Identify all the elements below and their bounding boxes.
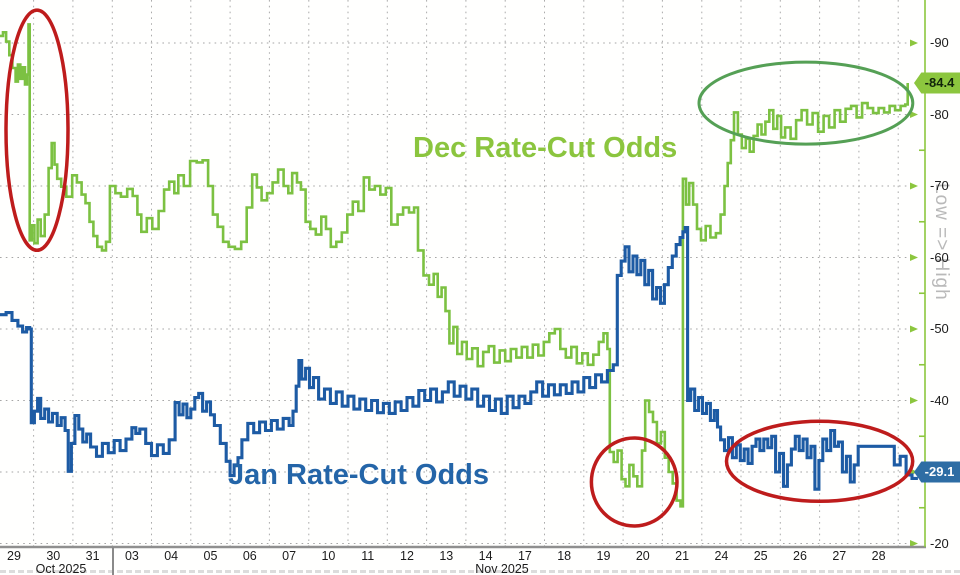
annotation-ellipse-oct-29-spike-circle xyxy=(4,8,70,253)
last-value-badge-dec: -84.4 xyxy=(914,72,960,94)
x-tick-label: 19 xyxy=(596,549,611,563)
x-tick-label: 05 xyxy=(203,549,218,563)
y-tick-arrow-icon xyxy=(910,540,918,547)
x-tick-label: 17 xyxy=(517,549,532,563)
bottom-tick-strip xyxy=(0,570,960,573)
x-tick-label: 25 xyxy=(753,549,768,563)
series-label-jan-rate-cut-odds: Jan Rate-Cut Odds xyxy=(228,459,490,491)
y-tick-label: -70 xyxy=(930,178,949,193)
x-tick-label: 06 xyxy=(242,549,257,563)
y-tick-label: -20 xyxy=(930,535,949,551)
x-tick-label: 29 xyxy=(7,549,21,563)
x-tick-label: 21 xyxy=(675,549,690,563)
series-label-dec-rate-cut-odds: Dec Rate-Cut Odds xyxy=(413,132,678,164)
month-label-oct: Oct 2025 xyxy=(35,562,87,575)
annotation-ellipse-nov-24-28-green-high-circle xyxy=(697,60,915,146)
x-tick-label: 31 xyxy=(85,549,100,563)
y-tick-label: -80 xyxy=(930,106,949,122)
x-tick-label: 12 xyxy=(400,549,414,563)
y-tick-label: -40 xyxy=(930,392,949,408)
annotation-ellipse-nov-19-20-green-low-circle xyxy=(589,436,679,528)
month-label-nov: Nov 2025 xyxy=(475,562,529,575)
x-tick-label: 07 xyxy=(282,549,297,563)
y-axis-direction-label: Low => High xyxy=(931,183,952,301)
x-tick-label: 14 xyxy=(478,549,493,563)
x-tick-label: 11 xyxy=(361,549,375,563)
x-tick-label: 03 xyxy=(124,549,139,563)
y-tick-arrow-icon xyxy=(910,254,918,261)
y-tick-label: -60 xyxy=(930,249,949,265)
x-tick-label: 27 xyxy=(832,549,847,563)
y-tick-arrow-icon xyxy=(910,39,918,47)
x-tick-label: 30 xyxy=(46,549,61,563)
x-tick-label: 04 xyxy=(164,549,179,563)
last-value-badge-jan: -29.1 xyxy=(914,461,960,483)
month-separator xyxy=(112,547,114,575)
x-tick-label: 28 xyxy=(871,549,886,563)
x-tick-label: 26 xyxy=(793,549,807,563)
annotation-ellipse-nov-24-28-blue-low-circle xyxy=(724,419,915,504)
x-tick-label: 24 xyxy=(714,549,729,563)
y-tick-arrow-icon xyxy=(910,397,918,404)
jan-rate-cut-odds-line xyxy=(0,225,918,491)
x-tick-label: 18 xyxy=(557,549,572,563)
y-tick-arrow-icon xyxy=(910,111,918,118)
x-tick-label: 10 xyxy=(321,549,336,563)
y-tick-arrow-icon xyxy=(910,182,918,190)
y-tick-arrow-icon xyxy=(910,325,918,333)
y-tick-label: -50 xyxy=(930,321,949,336)
x-tick-label: 20 xyxy=(635,549,650,563)
y-tick-label: -90 xyxy=(930,35,949,50)
x-tick-label: 13 xyxy=(439,549,454,563)
